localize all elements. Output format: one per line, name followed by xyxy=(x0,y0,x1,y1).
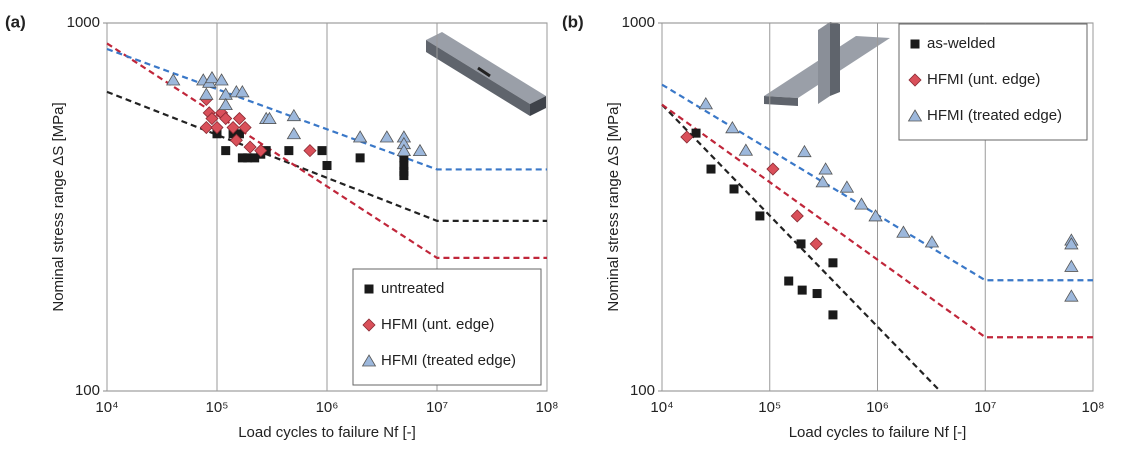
marker-square xyxy=(399,171,408,180)
marker-triangle xyxy=(855,198,868,209)
specimen-a xyxy=(426,32,546,116)
marker-square xyxy=(221,146,230,155)
marker-triangle xyxy=(200,88,213,99)
marker-diamond xyxy=(244,141,256,153)
marker-triangle xyxy=(726,122,739,133)
marker-diamond xyxy=(791,210,803,222)
marker-square xyxy=(784,277,793,286)
marker-square xyxy=(911,40,920,49)
marker-square xyxy=(323,161,332,170)
x-tick-label: 10⁴ xyxy=(650,399,673,416)
marker-square xyxy=(798,286,807,295)
marker-square xyxy=(692,129,701,138)
marker-diamond xyxy=(767,163,779,175)
marker-triangle xyxy=(819,163,832,174)
figure: (a) 10⁴ 10⁵ 10⁶ 10⁷ 10⁸ 100 1000 Load cycles to … xyxy=(0,0,1123,454)
x-tick-label: 10⁵ xyxy=(206,399,229,416)
y-tick-label: 1000 xyxy=(67,14,100,31)
legend-label: HFMI (unt. edge) xyxy=(381,316,494,333)
marker-triangle xyxy=(897,226,910,237)
marker-triangle xyxy=(380,131,393,142)
marker-square xyxy=(797,239,806,248)
marker-diamond xyxy=(681,131,693,143)
x-tick-label: 10⁸ xyxy=(1081,399,1104,416)
x-axis-label: Load cycles to failure Nf [-] xyxy=(789,424,967,441)
x-axis-label: Load cycles to failure Nf [-] xyxy=(238,424,416,441)
marker-square xyxy=(828,310,837,319)
x-tick-label: 10⁶ xyxy=(316,399,339,416)
marker-square xyxy=(828,258,837,267)
marker-square xyxy=(284,146,293,155)
marker-triangle xyxy=(1065,290,1078,301)
legend-label: as-welded xyxy=(927,35,995,52)
legend-label: untreated xyxy=(381,280,444,297)
legend-label: HFMI (treated edge) xyxy=(381,352,516,369)
x-tick-label: 10⁷ xyxy=(974,399,996,416)
marker-triangle xyxy=(699,98,712,109)
marker-square xyxy=(365,285,374,294)
marker-triangle xyxy=(798,146,811,157)
chart-title: (a) xyxy=(5,12,26,31)
y-tick-label: 1000 xyxy=(622,14,655,31)
marker-triangle xyxy=(816,176,829,187)
legend-label: HFMI (unt. edge) xyxy=(927,71,1040,88)
x-tick-label: 10⁸ xyxy=(535,399,558,416)
specimen-b xyxy=(764,22,890,106)
marker-triangle xyxy=(354,131,367,142)
y-axis-label: Nominal stress range ΔS [MPa] xyxy=(605,102,622,311)
x-tick-label: 10⁴ xyxy=(95,399,118,416)
y-tick-label: 100 xyxy=(630,382,655,399)
marker-square xyxy=(813,289,822,298)
x-tick-label: 10⁵ xyxy=(758,399,781,416)
marker-square xyxy=(317,146,326,155)
marker-triangle xyxy=(1065,260,1078,271)
marker-square xyxy=(707,165,716,174)
x-tick-label: 10⁷ xyxy=(426,399,448,416)
legend-label: HFMI (treated edge) xyxy=(927,107,1062,124)
marker-diamond xyxy=(304,145,316,157)
chart-title: (b) xyxy=(562,12,584,31)
marker-triangle xyxy=(413,145,426,156)
marker-diamond xyxy=(810,238,822,250)
marker-square xyxy=(730,184,739,193)
x-tick-label: 10⁶ xyxy=(866,399,889,416)
marker-square xyxy=(755,211,764,220)
page: (a) 10⁴ 10⁵ 10⁶ 10⁷ 10⁸ 100 1000 Load cycles to … xyxy=(0,0,1123,454)
marker-triangle xyxy=(739,144,752,155)
y-axis-label: Nominal stress range ΔS [MPa] xyxy=(50,102,67,311)
marker-square xyxy=(356,153,365,162)
marker-triangle xyxy=(925,236,938,247)
marker-triangle xyxy=(219,99,232,110)
marker-triangle xyxy=(287,128,300,139)
y-tick-label: 100 xyxy=(75,382,100,399)
marker-triangle xyxy=(840,181,853,192)
